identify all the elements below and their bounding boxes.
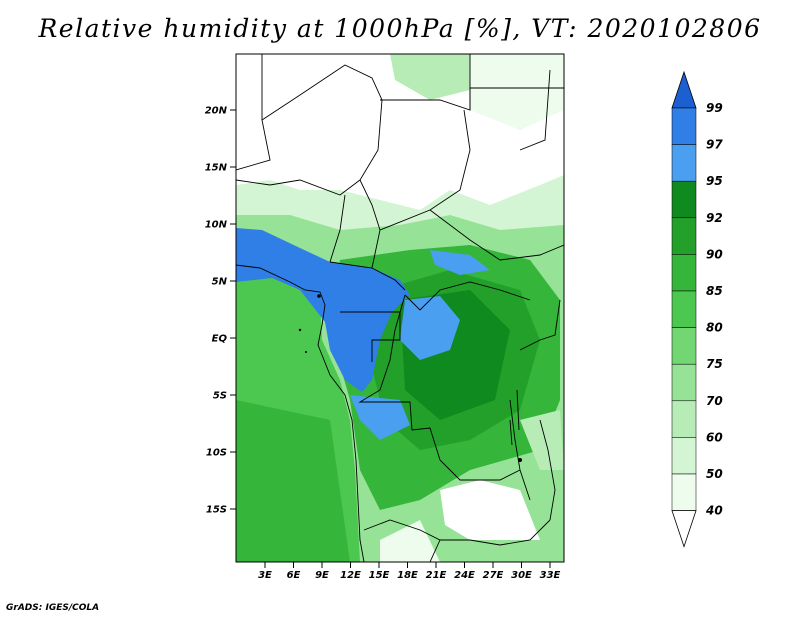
colorbar-level-label: 50 [706,467,723,481]
lat-tick-label: 20N [205,106,228,117]
north-green-patch [390,54,470,100]
colorbar-segment [671,363,697,402]
lon-tick-label: 27E [483,570,504,581]
south-light-patch [380,520,440,562]
lon-tick-label: 30E [511,570,532,581]
lat-tick-label: 15N [205,163,228,174]
grads-credit: GrADS: IGES/COLA [6,603,100,613]
colorbar-level-label: 97 [706,138,723,152]
map-title: Relative humidity at 1000hPa [%], VT: 20… [38,14,762,43]
humidity-field [236,54,564,562]
colorbar-level-label: 40 [705,504,723,518]
colorbar-level-label: 80 [706,321,723,335]
political-borders [236,54,564,562]
lat-tick-label: 15S [206,505,227,516]
lon-tick-label: 18E [397,570,418,581]
lon-tick-label: 9E [315,570,329,581]
colorbar-level-label: 85 [706,284,723,298]
dry-sahara-zone [236,54,564,210]
map-frame [235,53,565,563]
colorbar-segment [671,107,697,145]
lat-tick-label: 5N [212,277,228,288]
colorbar-level-label: 92 [706,211,723,225]
colorbar-top-arrow [671,70,697,109]
colorbar-level-label: 95 [706,174,723,188]
colorbar-segment [671,290,697,328]
islands [298,294,522,462]
longitude-axis: 3E 6E 9E 12E 15E 18E 21E 24E 27E 30E 33E [258,562,561,581]
latitude-axis: 20N 15N 10N 5N EQ 5S 10S 15S [205,106,236,516]
colorbar-segment [671,400,697,438]
lon-tick-label: 21E [426,570,447,581]
colorbar-level-label: 70 [706,394,723,408]
colorbar-segment [671,473,697,511]
colorbar-segment [671,180,697,219]
colorbar-level-label: 75 [706,357,723,371]
colorbar-segment [671,144,697,182]
lon-tick-label: 3E [258,570,272,581]
lat-tick-label: 10N [205,220,228,231]
lon-tick-label: 33E [540,570,561,581]
colorbar-level-label: 60 [706,430,723,444]
humid-patch-south [350,395,410,440]
colorbar-level-label: 99 [706,101,723,115]
lon-tick-label: 24E [454,570,475,581]
east-light-patch [520,410,564,470]
colorbar-segment [671,217,697,255]
high-humidity-band [236,228,410,392]
colorbar: 99 97 95 92 90 85 80 75 70 60 50 40 [671,70,723,548]
colorbar-level-label: 90 [706,247,723,261]
colorbar-bottom-arrow [671,510,697,548]
lat-tick-label: 5S [213,391,227,402]
colorbar-segment [671,254,697,292]
colorbar-segment [671,327,697,365]
atlantic-south [236,400,350,562]
lon-tick-label: 15E [369,570,390,581]
lat-tick-label: EQ [212,334,228,345]
dry-south-patch [440,480,540,540]
colorbar-segment [671,437,697,475]
lat-tick-label: 10S [206,448,227,459]
lon-tick-label: 6E [287,570,301,581]
humid-patch-east [400,296,460,360]
humid-patch-north [430,250,490,275]
lon-tick-label: 12E [340,570,361,581]
